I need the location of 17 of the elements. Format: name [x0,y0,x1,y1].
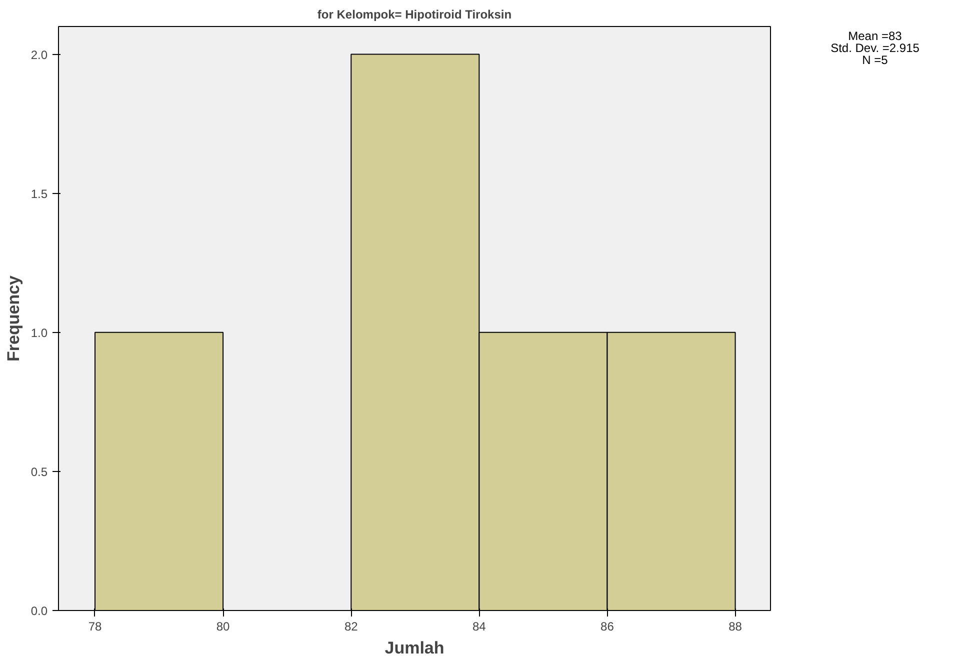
y-axis-title: Frequency [4,274,23,362]
x-tick-label: 88 [728,620,742,634]
y-tick-label: 0.5 [30,464,48,479]
text: Std. Dev. =2.915 [830,41,920,55]
x-tick-label: 82 [344,620,358,634]
y-tick-label: 2.0 [30,48,48,62]
y-tick-label: 1.0 [30,326,48,340]
x-tick-label: 78 [88,620,102,634]
x-tick-label: 80 [216,620,230,634]
chart-title: for Kelompok= Hipotiroid Tiroksin [317,8,512,22]
text: Mean =83 [848,29,902,43]
y-tick-label: 1.5 [30,186,48,201]
x-tick-label: 84 [472,620,486,634]
text: N =5 [862,53,888,67]
y-tick-label: 0.0 [30,604,48,618]
x-tick-label: 86 [600,620,614,634]
x-axis-title: Jumlah [384,638,444,658]
